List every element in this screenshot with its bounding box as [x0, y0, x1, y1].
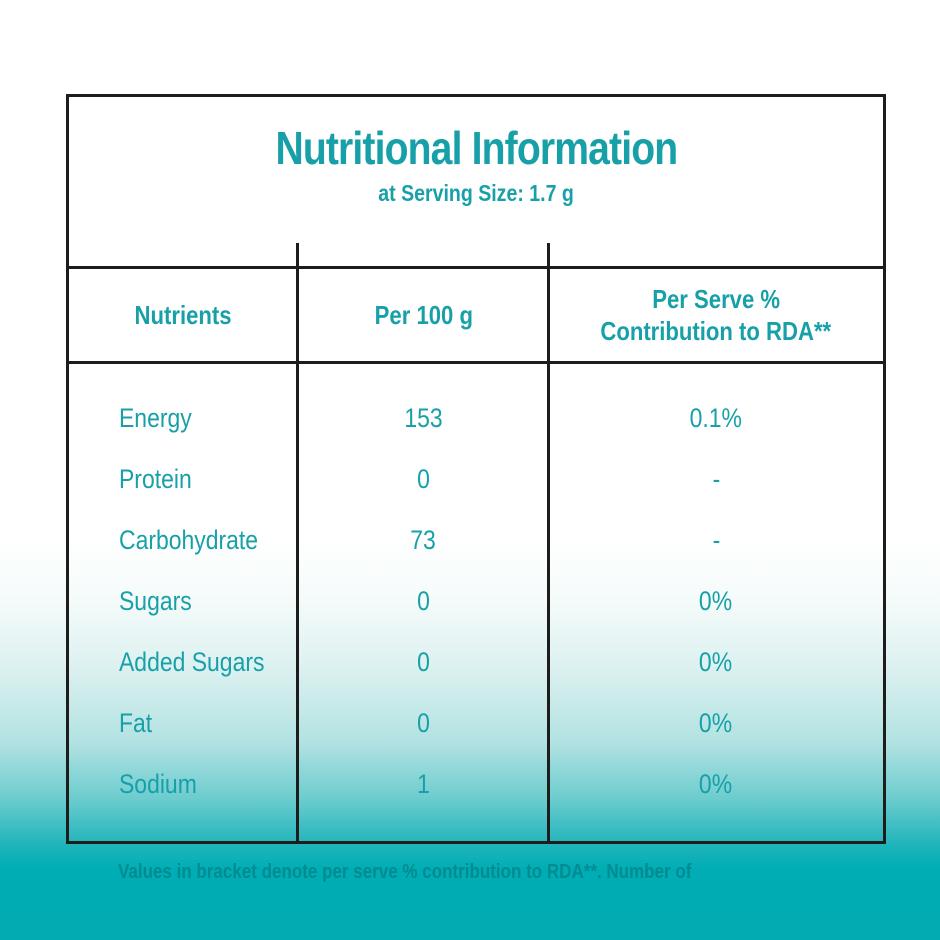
table-row: Protein 0 - — [69, 449, 883, 510]
nutrient-name: Added Sugars — [69, 647, 298, 678]
table-header-row: Nutrients Per 100 g Per Serve % Contribu… — [69, 269, 883, 364]
per-serve-line1: Per Serve % — [652, 283, 780, 314]
per-serve-line2: Contribution to RDA** — [600, 316, 832, 346]
column-header-nutrients: Nutrients — [69, 299, 298, 332]
per-serve-rda-value: 0% — [549, 586, 883, 617]
page-title-text: Nutritional Information — [275, 122, 678, 174]
per-serve-rda-value: 0% — [549, 769, 883, 800]
per-100g-value-text: 73 — [410, 525, 437, 555]
per-serve-rda-value-text: 0% — [699, 647, 733, 677]
column-header-per-100g: Per 100 g — [298, 299, 549, 332]
per-100g-value: 0 — [298, 586, 549, 617]
per-serve-rda-value-text: 0% — [699, 769, 733, 799]
nutrition-table: Nutritional Information at Serving Size:… — [66, 94, 886, 844]
per-100g-value: 0 — [298, 708, 549, 739]
per-100g-value-text: 1 — [417, 769, 430, 799]
table-row: Carbohydrate 73 - — [69, 510, 883, 571]
table-title-block: Nutritional Information at Serving Size:… — [69, 97, 883, 269]
column-divider-1 — [296, 243, 299, 841]
table-row: Added Sugars 0 0% — [69, 632, 883, 693]
per-100g-value: 0 — [298, 647, 549, 678]
per-serve-rda-value: - — [549, 525, 883, 556]
nutrient-name-text: Fat — [119, 708, 153, 738]
per-serve-rda-value-text: 0% — [699, 586, 733, 616]
nutrient-name-text: Protein — [119, 464, 192, 494]
per-100g-value: 73 — [298, 525, 549, 556]
per-serve-rda-value-text: - — [712, 464, 720, 494]
nutrient-name: Fat — [69, 708, 298, 739]
per-100g-value-text: 153 — [404, 403, 443, 433]
nutrient-name: Sodium — [69, 769, 298, 800]
per-100g-value: 153 — [298, 403, 549, 434]
column-header-per-serve-rda: Per Serve % Contribution to RDA** — [549, 283, 883, 348]
per-serve-rda-value: 0% — [549, 708, 883, 739]
per-100g-value: 1 — [298, 769, 549, 800]
table-row: Sugars 0 0% — [69, 571, 883, 632]
per-100g-value-text: 0 — [417, 708, 430, 738]
per-serve-rda-value-text: 0% — [699, 708, 733, 738]
nutrient-name: Sugars — [69, 586, 298, 617]
table-row: Energy 153 0.1% — [69, 388, 883, 449]
table-body: Energy 153 0.1% Protein 0 - Carbohydrate 73 - Sug… — [69, 364, 883, 815]
nutrient-name-text: Sugars — [119, 586, 192, 616]
per-100g-value-text: 0 — [417, 464, 430, 494]
nutrient-name-text: Sodium — [119, 769, 197, 799]
page-title: Nutritional Information — [69, 123, 883, 174]
column-divider-2 — [547, 243, 550, 841]
per-serve-rda-value: - — [549, 464, 883, 495]
per-100g-value-text: 0 — [417, 586, 430, 616]
nutrient-name: Energy — [69, 403, 298, 434]
per-serve-rda-value-text: 0.1% — [689, 403, 743, 433]
nutrient-name-text: Energy — [119, 403, 192, 433]
nutrient-name-text: Carbohydrate — [119, 525, 259, 555]
per-serve-rda-value: 0.1% — [549, 403, 883, 434]
nutrient-name-text: Added Sugars — [119, 647, 265, 677]
nutrient-name: Protein — [69, 464, 298, 495]
per-100g-value-text: 0 — [417, 647, 430, 677]
serving-size-subtitle: at Serving Size: 1.7 g — [69, 180, 883, 207]
column-header-nutrients-text: Nutrients — [134, 299, 233, 330]
nutrient-name: Carbohydrate — [69, 525, 298, 556]
per-100g-value: 0 — [298, 464, 549, 495]
footnote-text: Values in bracket denote per serve % con… — [118, 861, 793, 884]
column-header-per-100g-text: Per 100 g — [374, 299, 473, 330]
per-serve-rda-value-text: - — [712, 525, 720, 555]
per-serve-rda-value: 0% — [549, 647, 883, 678]
serving-size-text: at Serving Size: 1.7 g — [378, 179, 574, 206]
footnote-text-inner: Values in bracket denote per serve % con… — [118, 861, 692, 883]
table-row: Fat 0 0% — [69, 693, 883, 754]
table-row: Sodium 1 0% — [69, 754, 883, 815]
